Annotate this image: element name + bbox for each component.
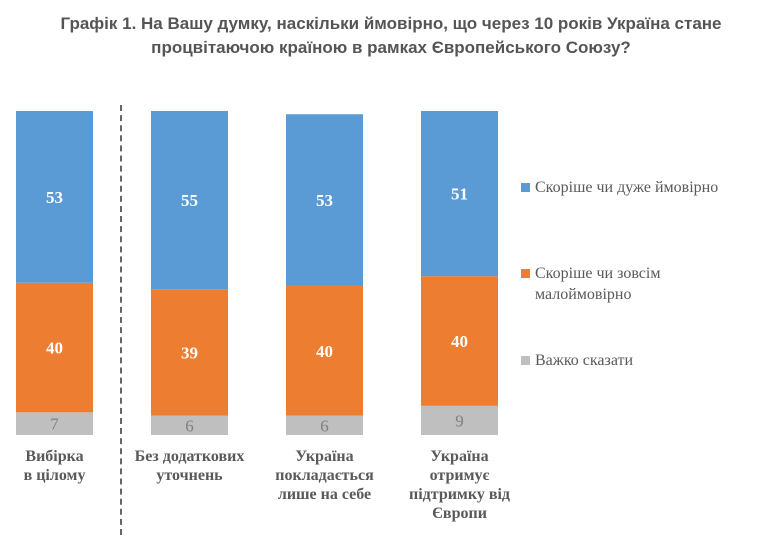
legend-swatch-icon xyxy=(521,356,530,365)
category-label-line: Україна xyxy=(430,448,489,465)
data-label: 40 xyxy=(316,342,333,361)
category-label: Україна отримує підтримку від Європи xyxy=(395,447,525,523)
data-label: 6 xyxy=(320,416,329,435)
data-label: 51 xyxy=(451,185,468,204)
chart-title-line-1: Графік 1. На Вашу думку, наскільки ймові… xyxy=(60,14,722,33)
legend-item: Скоріше чи зовсім малоймовірно xyxy=(521,263,765,305)
category-label-line: Україна xyxy=(295,448,354,465)
data-label: 7 xyxy=(50,415,59,434)
data-label: 6 xyxy=(185,416,194,435)
bar-segment xyxy=(151,111,228,290)
legend-item: Важко сказати xyxy=(521,350,765,371)
bar-segment xyxy=(16,282,93,413)
data-label: 53 xyxy=(46,188,63,207)
bar-segment xyxy=(16,412,93,435)
bar-segment xyxy=(286,415,363,435)
bar-segment xyxy=(16,111,93,283)
data-label: 53 xyxy=(316,191,333,210)
legend-label-line: Скоріше чи дуже ймовірно xyxy=(535,179,719,196)
legend-label: Важко сказати xyxy=(535,350,765,371)
legend-label-line: Важко сказати xyxy=(535,352,634,369)
category-label-line: отримує xyxy=(429,467,490,484)
category-label-line: лише на себе xyxy=(277,486,372,503)
bar-segment xyxy=(421,405,498,435)
category-label-line: підтримку від xyxy=(409,486,510,503)
bar-segment xyxy=(151,289,228,416)
category-label-line: Без додаткових xyxy=(134,448,245,465)
bar-segment xyxy=(151,415,228,435)
data-label: 40 xyxy=(46,339,63,358)
data-label: 55 xyxy=(181,191,198,210)
category-label-line: Вибірка xyxy=(25,448,84,465)
data-label: 9 xyxy=(455,411,464,430)
legend-item: Скоріше чи дуже ймовірно xyxy=(521,177,765,198)
bar-segment xyxy=(286,114,363,286)
category-label-line: Європи xyxy=(432,505,487,522)
category-label-line: покладається xyxy=(275,467,374,484)
category-label: Вибірка в цілому xyxy=(0,447,120,485)
data-label: 40 xyxy=(451,332,468,351)
category-label-line: уточнень xyxy=(156,467,223,484)
legend-label-line: малоймовірно xyxy=(535,286,632,303)
legend-swatch-icon xyxy=(521,183,530,192)
legend-label: Скоріше чи дуже ймовірно xyxy=(535,177,765,198)
bar-segment xyxy=(421,276,498,406)
category-label-line: в цілому xyxy=(23,467,86,484)
bar-segment xyxy=(286,285,363,416)
category-label: Україна покладається лише на себе xyxy=(260,447,390,504)
legend-label: Скоріше чи зовсім малоймовірно xyxy=(535,263,765,305)
data-label: 39 xyxy=(181,343,198,362)
category-label: Без додаткових уточнень xyxy=(125,447,255,485)
dashed-separator-line xyxy=(120,105,122,535)
chart-title: Графік 1. На Вашу думку, наскільки ймові… xyxy=(0,12,782,60)
legend-swatch-icon xyxy=(521,269,530,278)
bar-segment xyxy=(421,111,498,277)
legend-label-line: Скоріше чи зовсім xyxy=(535,265,661,282)
chart-title-line-2: процвітаючою країною в рамках Європейськ… xyxy=(151,38,631,57)
